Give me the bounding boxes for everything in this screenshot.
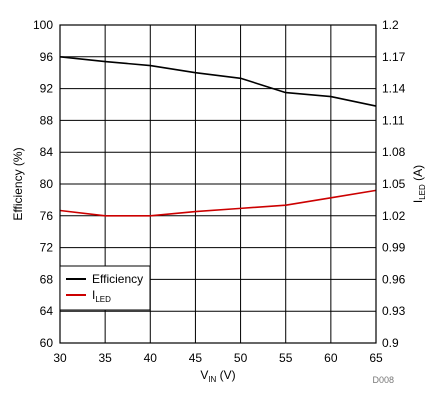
x-axis-title-sub: IN xyxy=(208,375,216,384)
right-y-tick-label: 1.05 xyxy=(382,177,406,191)
right-y-tick-label: 0.9 xyxy=(382,336,399,350)
x-axis-title: VIN (V) xyxy=(200,368,235,384)
legend-label-iled-sub: LED xyxy=(95,295,111,304)
left-y-tick-label: 100 xyxy=(33,18,53,32)
right-y-axis-title-main: I xyxy=(411,200,425,203)
legend-label-efficiency: Efficiency xyxy=(92,272,143,286)
right-y-tick-label: 0.93 xyxy=(382,304,406,318)
x-tick-label: 30 xyxy=(53,351,67,365)
x-tick-labels: 30 35 40 45 50 55 60 65 xyxy=(53,351,383,365)
left-y-tick-label: 96 xyxy=(40,50,54,64)
x-tick-label: 60 xyxy=(324,351,338,365)
series-line-efficiency xyxy=(59,56,377,107)
x-tick-label: 35 xyxy=(98,351,112,365)
grid-lines xyxy=(60,25,376,343)
left-y-tick-label: 68 xyxy=(40,272,54,286)
right-y-tick-label: 0.99 xyxy=(382,241,406,255)
x-tick-label: 65 xyxy=(369,351,383,365)
right-y-tick-label: 1.17 xyxy=(382,50,406,64)
right-y-tick-label: 1.02 xyxy=(382,209,406,223)
x-tick-label: 40 xyxy=(144,351,158,365)
left-y-tick-label: 76 xyxy=(40,209,54,223)
right-y-axis-title: ILED (A) xyxy=(411,165,427,203)
x-tick-label: 45 xyxy=(189,351,203,365)
x-tick-label: 50 xyxy=(234,351,248,365)
right-y-axis-title-suffix: (A) xyxy=(411,165,425,184)
left-y-tick-labels: 60 64 68 72 76 80 84 88 92 96 100 xyxy=(33,18,53,350)
series-line-iled xyxy=(59,189,377,217)
left-y-tick-label: 84 xyxy=(40,145,54,159)
right-y-tick-label: 1.14 xyxy=(382,82,406,96)
figure-id-label: D008 xyxy=(372,375,394,385)
left-y-tick-label: 72 xyxy=(40,241,54,255)
left-y-tick-label: 64 xyxy=(40,304,54,318)
right-y-tick-label: 1.11 xyxy=(382,113,405,127)
legend: Efficiency ILED xyxy=(59,265,151,311)
x-axis-title-main: V xyxy=(200,368,208,382)
legend-label-iled-main: I xyxy=(92,288,95,302)
left-y-axis-title: Efficiency (%) xyxy=(11,147,25,220)
plot-frame xyxy=(59,24,377,344)
left-y-tick-label: 92 xyxy=(40,82,54,96)
legend-label-iled: ILED xyxy=(92,288,111,304)
legend-box xyxy=(59,265,151,311)
right-y-tick-label: 1.08 xyxy=(382,145,406,159)
right-y-tick-label: 1.2 xyxy=(382,18,399,32)
right-y-axis-title-sub: LED xyxy=(418,184,427,200)
left-y-tick-label: 80 xyxy=(40,177,54,191)
left-y-tick-label: 60 xyxy=(40,336,54,350)
series-lines xyxy=(59,56,377,217)
right-y-tick-label: 0.96 xyxy=(382,272,406,286)
x-tick-label: 55 xyxy=(279,351,293,365)
x-axis-title-suffix: (V) xyxy=(216,368,235,382)
right-y-tick-labels: 0.9 0.93 0.96 0.99 1.02 1.05 1.08 1.11 1.14 1.17 1… xyxy=(382,18,406,350)
left-y-tick-label: 88 xyxy=(40,113,54,127)
